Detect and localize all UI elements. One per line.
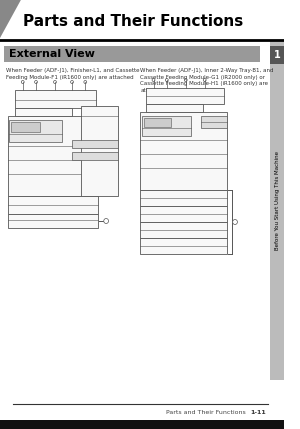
Bar <box>140 190 227 206</box>
Bar <box>142 116 191 136</box>
Bar <box>15 108 72 116</box>
Bar <box>4 46 260 62</box>
Text: Before You Start Using This Machine: Before You Start Using This Machine <box>275 151 280 250</box>
Text: Parts and Their Functions: Parts and Their Functions <box>23 15 243 30</box>
Bar <box>72 140 118 148</box>
Text: External View: External View <box>10 49 95 59</box>
Bar <box>0 420 284 429</box>
Bar <box>72 152 118 160</box>
Bar <box>144 118 171 127</box>
Bar <box>270 40 284 380</box>
Bar <box>8 116 98 196</box>
Text: 1-11: 1-11 <box>250 411 266 416</box>
Bar <box>140 112 227 190</box>
Bar <box>8 214 98 228</box>
Text: 1: 1 <box>274 50 281 60</box>
Circle shape <box>233 220 237 224</box>
Bar <box>146 88 224 104</box>
Bar <box>140 206 227 222</box>
Bar <box>82 106 118 196</box>
Bar <box>8 196 98 214</box>
Bar <box>270 46 284 64</box>
Bar <box>146 104 203 112</box>
Text: Parts and Their Functions: Parts and Their Functions <box>166 411 246 416</box>
Polygon shape <box>0 0 21 38</box>
Bar <box>10 120 62 142</box>
Bar <box>15 90 96 108</box>
Circle shape <box>104 218 109 224</box>
Bar <box>140 222 227 238</box>
Text: When Feeder (ADF-J1), Finisher-L1, and Cassette
Feeding Module-F1 (iR1600 only) : When Feeder (ADF-J1), Finisher-L1, and C… <box>6 68 139 80</box>
Bar <box>201 116 227 128</box>
Bar <box>140 238 227 254</box>
Bar <box>11 122 40 132</box>
Text: When Feeder (ADF-J1), Inner 2-Way Tray-B1, and
Cassette Feeding Module-G1 (iR200: When Feeder (ADF-J1), Inner 2-Way Tray-B… <box>140 68 274 93</box>
